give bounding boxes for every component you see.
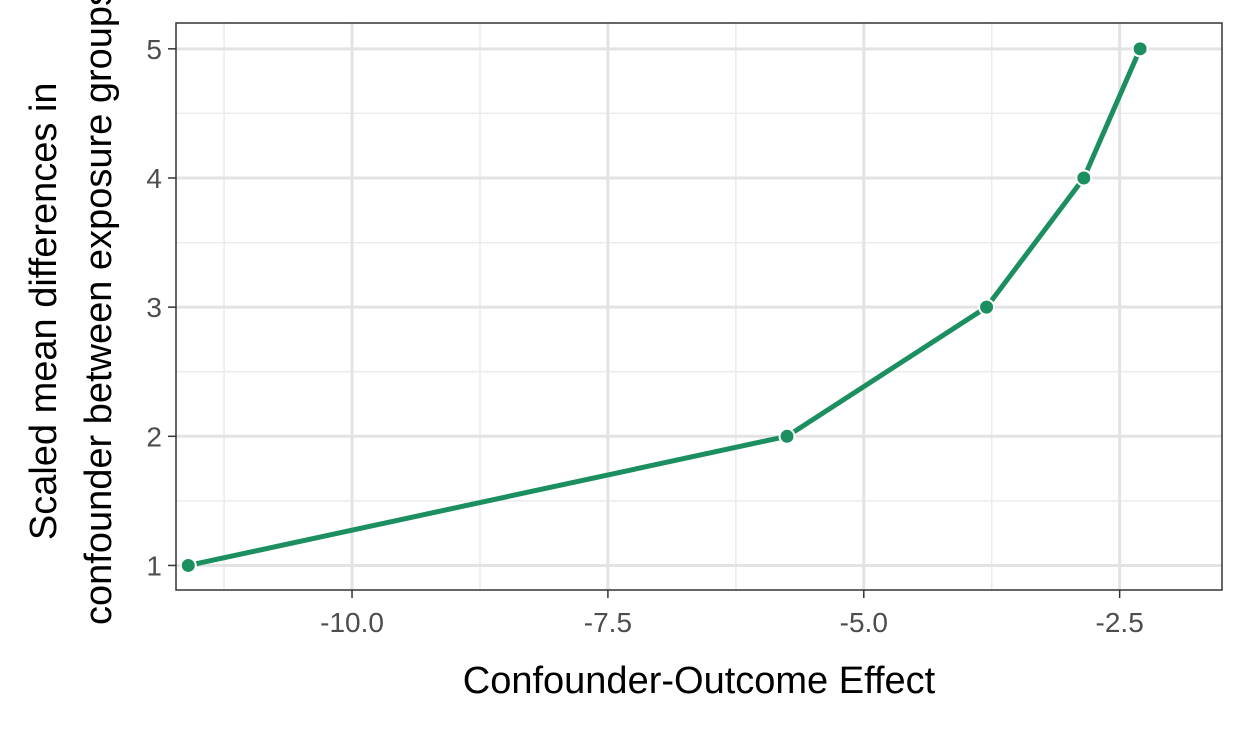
- y-tick-label: 2: [146, 421, 162, 452]
- major-gridlines: [176, 23, 1222, 590]
- x-tick-label: -7.5: [584, 607, 632, 638]
- data-point: [978, 298, 996, 316]
- data-point: [1131, 40, 1149, 58]
- y-tick-label: 4: [146, 163, 162, 194]
- y-axis-title: Scaled mean differences in confounder be…: [23, 0, 120, 625]
- y-axis-title-line-1: Scaled mean differences in: [23, 82, 65, 540]
- x-tick-label: -10.0: [320, 607, 384, 638]
- data-point: [179, 556, 197, 574]
- x-tick-label: -2.5: [1096, 607, 1144, 638]
- x-tick-label: -5.0: [840, 607, 888, 638]
- axis-tick-labels: -10.0 -7.5 -5.0 -2.5 1 2 3 4 5: [146, 34, 1143, 638]
- x-axis-title: Confounder-Outcome Effect: [463, 660, 936, 702]
- y-axis-title-line-2: confounder between exposure groups: [78, 0, 120, 625]
- y-tick-label: 3: [146, 292, 162, 323]
- minor-gridlines: [176, 23, 1222, 590]
- y-tick-label: 5: [146, 34, 162, 65]
- data-point: [778, 427, 796, 445]
- data-point: [1075, 169, 1093, 187]
- series-layer: [179, 40, 1149, 574]
- y-tick-label: 1: [146, 550, 162, 581]
- axis-ticks: [168, 48, 1121, 598]
